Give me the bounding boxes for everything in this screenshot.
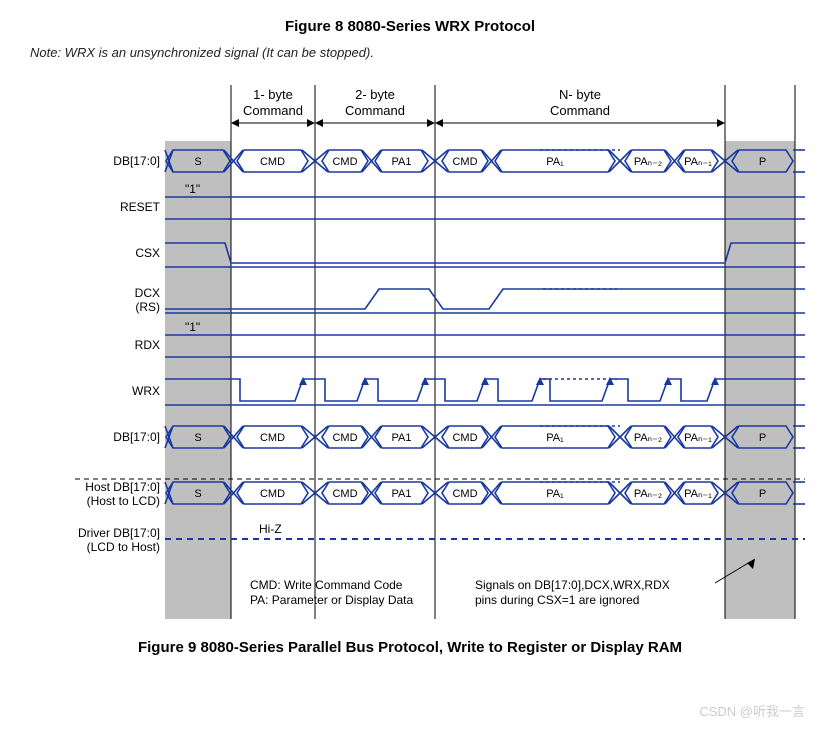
- svg-text:pins during CSX=1 are ignored: pins during CSX=1 are ignored: [475, 593, 639, 607]
- svg-text:PA₁: PA₁: [546, 488, 564, 500]
- svg-text:N- byte: N- byte: [559, 87, 601, 102]
- svg-text:CMD: CMD: [332, 156, 357, 168]
- svg-text:PAₙ₋₁: PAₙ₋₁: [684, 432, 712, 444]
- timing-diagram: 1- byteCommand2- byteCommandN- byteComma…: [15, 75, 805, 619]
- svg-text:PAₙ₋₂: PAₙ₋₂: [634, 488, 662, 500]
- figure-title-top: Figure 8 8080-Series WRX Protocol: [10, 18, 810, 35]
- svg-text:CMD: CMD: [332, 432, 357, 444]
- svg-text:Driver DB[17:0]: Driver DB[17:0]: [78, 526, 160, 540]
- svg-text:Command: Command: [345, 103, 405, 118]
- svg-text:PA1: PA1: [392, 156, 412, 168]
- svg-text:CMD: CMD: [260, 432, 285, 444]
- svg-text:CMD: Write Command Code: CMD: Write Command Code: [250, 578, 403, 592]
- svg-text:1- byte: 1- byte: [253, 87, 293, 102]
- svg-text:RDX: RDX: [135, 338, 160, 352]
- svg-text:Command: Command: [243, 103, 303, 118]
- svg-text:CMD: CMD: [452, 156, 477, 168]
- svg-text:2- byte: 2- byte: [355, 87, 395, 102]
- svg-text:PAₙ₋₁: PAₙ₋₁: [684, 156, 712, 168]
- svg-text:Hi-Z: Hi-Z: [259, 522, 282, 536]
- svg-text:(Host to LCD): (Host to LCD): [87, 494, 160, 508]
- svg-text:PAₙ₋₂: PAₙ₋₂: [634, 156, 662, 168]
- svg-text:CMD: CMD: [332, 488, 357, 500]
- svg-text:P: P: [759, 156, 766, 168]
- svg-text:DB[17:0]: DB[17:0]: [113, 154, 160, 168]
- figure-title-bottom: Figure 9 8080-Series Parallel Bus Protoc…: [10, 639, 810, 656]
- svg-text:CMD: CMD: [452, 432, 477, 444]
- svg-text:DB[17:0]: DB[17:0]: [113, 430, 160, 444]
- svg-text:Signals on DB[17:0],DCX,WRX,RD: Signals on DB[17:0],DCX,WRX,RDX: [475, 578, 670, 592]
- svg-text:CMD: CMD: [260, 156, 285, 168]
- svg-text:Host DB[17:0]: Host DB[17:0]: [85, 480, 160, 494]
- svg-text:PA1: PA1: [392, 432, 412, 444]
- svg-text:S: S: [194, 432, 201, 444]
- svg-text:WRX: WRX: [132, 384, 160, 398]
- svg-text:CMD: CMD: [260, 488, 285, 500]
- svg-text:(LCD to Host): (LCD to Host): [87, 540, 160, 554]
- svg-text:DCX: DCX: [135, 286, 160, 300]
- svg-text:S: S: [194, 156, 201, 168]
- svg-text:PA₁: PA₁: [546, 432, 564, 444]
- svg-text:CSX: CSX: [135, 246, 160, 260]
- note-text: Note: WRX is an unsynchronized signal (I…: [30, 45, 810, 60]
- svg-text:(RS): (RS): [135, 300, 160, 314]
- svg-text:RESET: RESET: [120, 200, 161, 214]
- svg-text:PA1: PA1: [392, 488, 412, 500]
- svg-text:PA₁: PA₁: [546, 156, 564, 168]
- svg-text:PAₙ₋₂: PAₙ₋₂: [634, 432, 662, 444]
- watermark: CSDN @听我一言: [699, 701, 805, 720]
- svg-text:"1": "1": [185, 320, 200, 334]
- svg-text:"1": "1": [185, 182, 200, 196]
- svg-text:Command: Command: [550, 103, 610, 118]
- svg-text:S: S: [194, 488, 201, 500]
- svg-text:PAₙ₋₁: PAₙ₋₁: [684, 488, 712, 500]
- svg-text:P: P: [759, 432, 766, 444]
- svg-text:CMD: CMD: [452, 488, 477, 500]
- svg-text:PA: Parameter or Display Data: PA: Parameter or Display Data: [250, 593, 413, 607]
- svg-text:P: P: [759, 488, 766, 500]
